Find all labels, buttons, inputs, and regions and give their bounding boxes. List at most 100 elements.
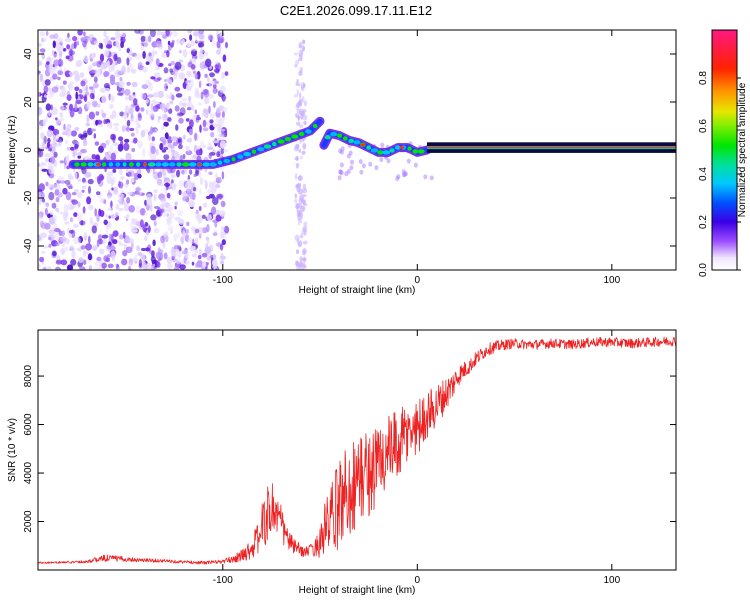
- noise-dot: [109, 94, 115, 103]
- noise-dot: [220, 231, 226, 239]
- noise-dot: [88, 66, 93, 71]
- noise-dot: [81, 177, 86, 183]
- snr-y-axis-label: SNR (10 * v/v): [7, 418, 18, 482]
- noise-dot: [135, 105, 140, 112]
- noise-dot: [109, 74, 116, 81]
- noise-dot: [43, 85, 49, 94]
- noise-dot: [107, 207, 111, 211]
- noise-dot: [186, 84, 192, 92]
- noise-dot: [48, 148, 52, 152]
- noise-dot: [131, 81, 138, 88]
- noise-dot: [219, 128, 226, 132]
- noise-dot: [103, 219, 108, 226]
- noise-dot: [189, 73, 197, 77]
- noise-dot: [204, 73, 208, 79]
- noise-dot: [413, 162, 418, 168]
- noise-dot: [190, 182, 196, 187]
- noise-dot: [302, 240, 308, 245]
- noise-dot: [192, 70, 197, 75]
- noise-dot: [41, 141, 46, 149]
- ridge-blob: [128, 162, 134, 167]
- noise-dot: [88, 34, 94, 39]
- noise-dot: [76, 192, 83, 198]
- noise-dot: [198, 80, 202, 88]
- noise-dot: [143, 39, 149, 48]
- noise-dot: [141, 84, 149, 90]
- noise-dot: [82, 40, 87, 48]
- noise-dot: [195, 149, 202, 156]
- spectrogram-y-ticks: -40 -20 0 20 40: [23, 48, 676, 253]
- ridge-blob: [348, 138, 355, 144]
- noise-dot: [209, 119, 214, 124]
- noise-dot: [92, 245, 98, 252]
- snr-plot-area: [38, 336, 676, 565]
- noise-dot: [179, 100, 183, 107]
- noise-dot: [302, 183, 307, 190]
- noise-dot: [130, 177, 135, 183]
- noise-dot: [74, 143, 79, 149]
- noise-dot: [166, 213, 169, 217]
- noise-dot: [162, 113, 168, 121]
- noise-dot: [103, 119, 107, 125]
- noise-dot: [105, 214, 109, 218]
- noise-dot: [115, 203, 120, 210]
- noise-dot: [62, 48, 67, 52]
- noise-dot: [174, 105, 180, 112]
- noise-dot: [62, 102, 68, 106]
- noise-dot: [38, 263, 41, 269]
- noise-dot: [53, 151, 58, 158]
- ridge-peak: [196, 162, 202, 166]
- noise-dot: [88, 235, 91, 244]
- noise-dot: [169, 100, 174, 105]
- noise-dot: [295, 113, 298, 118]
- noise-dot: [159, 103, 166, 110]
- noise-dot: [294, 193, 298, 199]
- noise-dot: [195, 209, 199, 214]
- noise-dot: [39, 220, 45, 228]
- noise-dot: [222, 95, 227, 101]
- noise-dot: [138, 258, 142, 268]
- noise-dot: [219, 243, 224, 251]
- noise-dot: [72, 36, 78, 42]
- noise-dot: [57, 211, 64, 214]
- noise-dot: [46, 129, 53, 138]
- noise-dot: [71, 192, 77, 196]
- noise-dot: [368, 161, 373, 167]
- noise-dot: [140, 45, 144, 51]
- noise-dot: [214, 173, 218, 179]
- noise-dot: [195, 116, 202, 121]
- noise-dot: [150, 152, 157, 161]
- noise-dot: [75, 40, 80, 46]
- noise-dot: [64, 156, 70, 165]
- noise-dot: [168, 63, 172, 67]
- noise-dot: [194, 73, 198, 80]
- noise-dot: [199, 187, 202, 195]
- noise-dot: [150, 103, 154, 111]
- noise-dot: [74, 127, 80, 131]
- noise-dot: [119, 77, 123, 81]
- noise-dot: [38, 213, 42, 218]
- noise-dot: [294, 63, 298, 68]
- noise-dot: [301, 39, 306, 45]
- noise-dot: [218, 32, 225, 37]
- noise-dot: [182, 190, 189, 199]
- noise-dot: [135, 118, 140, 126]
- noise-dot: [133, 172, 140, 180]
- noise-dot: [51, 146, 56, 154]
- noise-dot: [220, 252, 224, 258]
- noise-dot: [39, 73, 44, 82]
- noise-dot: [85, 91, 90, 96]
- noise-dot: [221, 171, 225, 180]
- ridge-blob: [263, 144, 272, 149]
- noise-dot: [152, 263, 156, 267]
- noise-dot: [302, 114, 308, 121]
- noise-dot: [150, 214, 157, 221]
- noise-dot: [116, 57, 122, 64]
- noise-dot: [177, 209, 183, 217]
- spectrogram-x-ticks: -100 0 100: [213, 30, 621, 286]
- noise-dot: [165, 93, 170, 100]
- noise-dot: [128, 205, 135, 213]
- noise-dot: [118, 70, 126, 74]
- noise-dot: [303, 256, 306, 263]
